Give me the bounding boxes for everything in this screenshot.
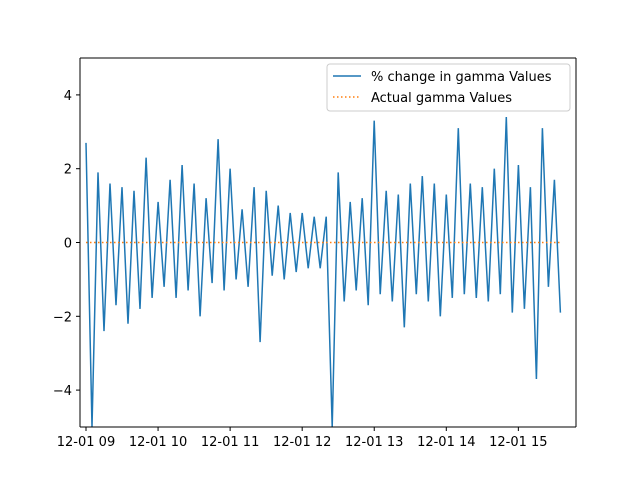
x-tick-label: 12-01 13 — [345, 435, 403, 450]
legend: % change in gamma Values Actual gamma Va… — [326, 63, 571, 112]
x-tick-label: 12-01 15 — [489, 435, 547, 450]
x-tick-label: 12-01 09 — [57, 435, 115, 450]
y-tick-label: −4 — [53, 384, 72, 399]
x-tick-label: 12-01 10 — [129, 435, 187, 450]
x-tick-label: 12-01 12 — [273, 435, 331, 450]
legend-label-actual-gamma: Actual gamma Values — [371, 91, 512, 106]
x-tick-label: 12-01 14 — [417, 435, 475, 450]
ticks: 12-01 09 12-01 10 12-01 11 12-01 12 12-01 13… — [53, 89, 548, 450]
y-tick-label: 2 — [64, 163, 72, 178]
y-tick-label: 0 — [64, 237, 72, 252]
plot-area — [85, 116, 562, 427]
legend-box — [326, 63, 571, 112]
x-tick-label: 12-01 11 — [201, 435, 259, 450]
legend-label-gamma-change: % change in gamma Values — [371, 70, 552, 85]
y-tick-label: 4 — [64, 89, 72, 104]
y-tick-label: −2 — [53, 310, 72, 325]
